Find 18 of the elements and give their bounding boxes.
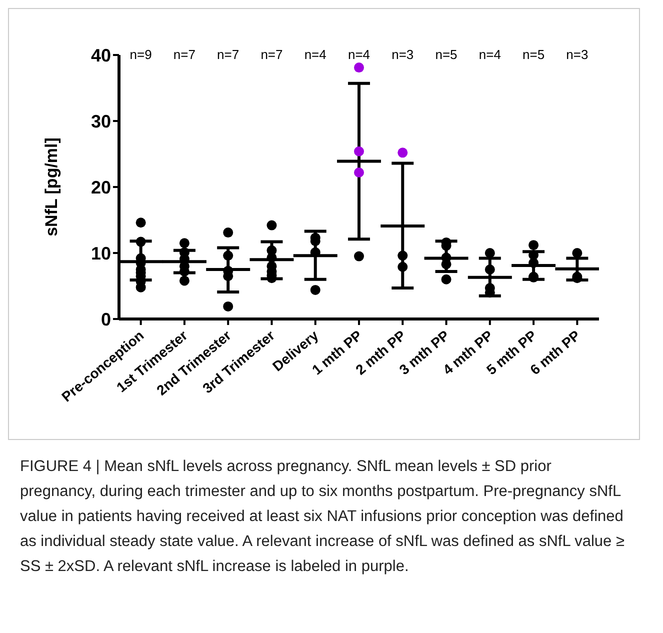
annotation: n=4 [478,47,502,62]
annotation: n=7 [216,47,240,62]
annotation: n=7 [172,47,196,62]
y-tick-label: 30 [90,111,111,132]
y-axis-title: sNfL [pg/ml] [42,138,62,236]
y-tick-label: 20 [90,177,111,198]
annotation: n=7 [260,47,284,62]
annotation: n=3 [390,47,415,62]
annotation: n=4 [303,47,328,62]
annotation: n=9 [128,47,153,62]
y-tick-label: 40 [90,45,111,66]
annotation: n=4 [346,47,372,62]
annotation: n=5 [522,47,546,62]
y-tick-label: 10 [90,243,111,264]
annotation: n=5 [434,47,458,62]
y-tick-label: 0 [100,309,111,330]
annotation: n=3 [565,47,590,62]
caption: FIGURE 4 | Mean sNfL levels across pregnancy. SNfL mean levels ± SD prior pregnancy, during each trimester and up to six months postpartum. Pre-pregnancy sNfL value in patients having received at least six NAT infusions prior conception was defined as individual steady state value. A relevant increase of sNfL was defined as sNfL value ≥ SS ± 2xSD. A relevant sNfL increase is labeled in purple. [19,457,626,577]
